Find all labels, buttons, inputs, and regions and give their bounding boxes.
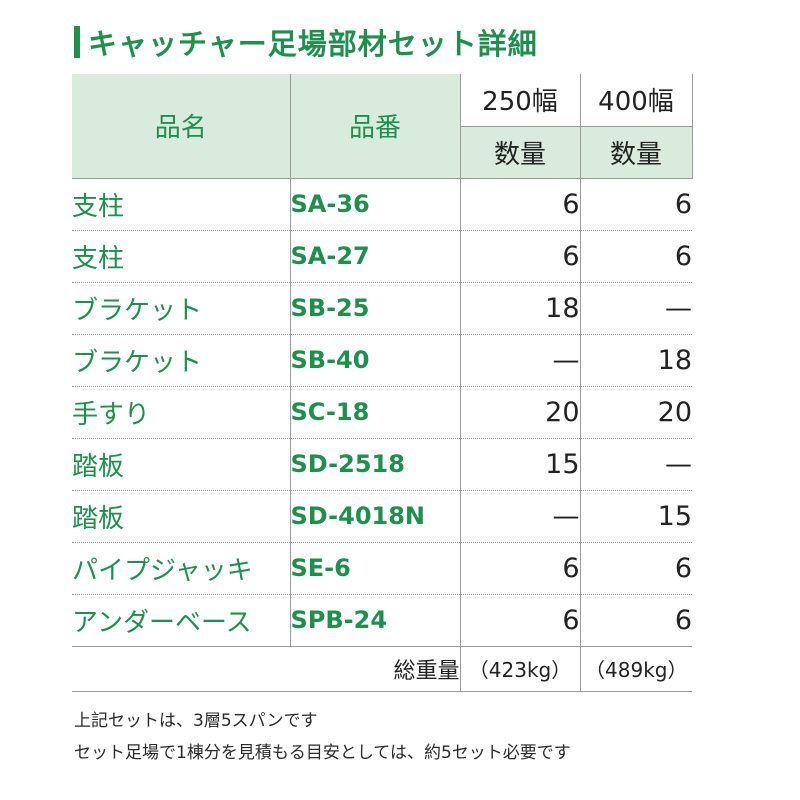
- table-row: 支柱 SA-27 6 6: [72, 230, 692, 283]
- qty-250: 15: [460, 438, 581, 491]
- qty-400: —: [580, 438, 692, 491]
- qty-400: 6: [580, 542, 692, 595]
- part-code: SA-36: [290, 178, 461, 231]
- qty-250: 6: [460, 542, 581, 595]
- part-code: SD-4018N: [290, 490, 461, 543]
- qty-400: 6: [580, 178, 692, 231]
- part-code: SD-2518: [290, 438, 461, 491]
- qty-250: —: [460, 490, 581, 543]
- table-row: パイプジャッキ SE-6 6 6: [72, 542, 692, 595]
- part-name: 支柱: [72, 178, 291, 231]
- table-row: ブラケット SB-40 — 18: [72, 334, 692, 387]
- qty-400: 6: [580, 230, 692, 283]
- header-name: 品名: [72, 74, 291, 179]
- part-code: SB-25: [290, 282, 461, 335]
- part-code: SPB-24: [290, 594, 461, 647]
- qty-250: 18: [460, 282, 581, 335]
- part-code: SB-40: [290, 334, 461, 387]
- qty-250: 6: [460, 178, 581, 231]
- header-width-400: 400幅: [580, 74, 693, 127]
- part-name: パイプジャッキ: [72, 542, 291, 595]
- header-qty-400: 数量: [580, 126, 693, 179]
- header-width-250: 250幅: [460, 74, 581, 127]
- qty-250: 6: [460, 230, 581, 283]
- section-title: キャッチャー足場部材セット詳細: [74, 22, 538, 62]
- total-weight-250: （423kg）: [460, 645, 581, 692]
- part-code: SC-18: [290, 386, 461, 439]
- note-line: セット足場で1棟分を見積もる目安としては、約5セット必要です: [74, 743, 571, 763]
- total-weight-label: 総重量: [72, 645, 461, 692]
- header-code: 品番: [290, 74, 461, 179]
- title-accent-bar: [74, 26, 80, 58]
- qty-250: —: [460, 334, 581, 387]
- qty-250: 6: [460, 594, 581, 647]
- qty-400: 6: [580, 594, 692, 647]
- part-code: SE-6: [290, 542, 461, 595]
- notes: 上記セットは、3層5スパンです セット足場で1棟分を見積もる目安としては、約5セ…: [74, 705, 571, 769]
- note-line: 上記セットは、3層5スパンです: [74, 711, 318, 731]
- part-name: ブラケット: [72, 282, 291, 335]
- qty-400: 20: [580, 386, 692, 439]
- part-code: SA-27: [290, 230, 461, 283]
- table-row: 手すり SC-18 20 20: [72, 386, 692, 439]
- qty-400: 15: [580, 490, 692, 543]
- total-weight-row: 総重量 （423kg） （489kg）: [72, 645, 692, 692]
- qty-400: 18: [580, 334, 692, 387]
- part-name: ブラケット: [72, 334, 291, 387]
- part-name: 支柱: [72, 230, 291, 283]
- parts-table: 品名 品番 250幅 400幅 数量 数量 支柱 SA-36 6 6 支柱 SA…: [72, 74, 693, 692]
- part-name: 踏板: [72, 490, 291, 543]
- part-name: 踏板: [72, 438, 291, 491]
- total-weight-400: （489kg）: [580, 645, 692, 692]
- header-qty-250: 数量: [460, 126, 581, 179]
- table-row: ブラケット SB-25 18 —: [72, 282, 692, 335]
- table-row: 支柱 SA-36 6 6: [72, 178, 692, 231]
- title-text: キャッチャー足場部材セット詳細: [88, 27, 538, 61]
- table-row: 踏板 SD-2518 15 —: [72, 438, 692, 491]
- part-name: 手すり: [72, 386, 291, 439]
- table-row: アンダーベース SPB-24 6 6: [72, 594, 692, 647]
- part-name: アンダーベース: [72, 594, 291, 647]
- qty-250: 20: [460, 386, 581, 439]
- table-row: 踏板 SD-4018N — 15: [72, 490, 692, 543]
- qty-400: —: [580, 282, 692, 335]
